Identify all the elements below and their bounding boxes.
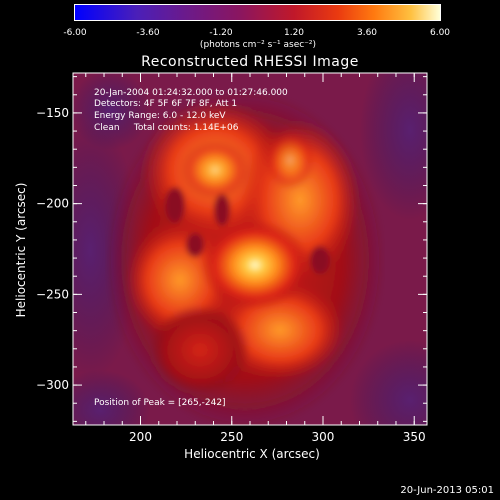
colorbar: [74, 4, 441, 21]
x-tick-label: 200: [129, 430, 152, 444]
x-tick-label: 350: [403, 430, 426, 444]
annotation-time-range: 20-Jan-2004 01:24:32.000 to 01:27:46.000: [94, 88, 288, 98]
timestamp: 20-Jun-2013 05:01: [400, 485, 494, 496]
colorbar-tick-label: -3.60: [136, 28, 160, 38]
y-axis: −150 −200 −250 −300: [36, 76, 427, 422]
heatmap-image: [73, 73, 427, 425]
y-tick-label: −150: [36, 106, 69, 120]
colorbar-tick-label: 3.60: [356, 28, 378, 38]
colorbar-tick-label: 6.00: [429, 28, 451, 38]
colorbar-tick-label: -6.00: [63, 28, 87, 38]
y-axis-label: Heliocentric Y (arcsec): [14, 183, 28, 318]
colorbar-label: (photons cm⁻² s⁻¹ asec⁻²): [199, 40, 317, 50]
annotation-clean-counts: Clean Total counts: 1.14E+06: [94, 123, 239, 133]
plot-frame: [72, 72, 428, 426]
y-tick-label: −250: [36, 287, 69, 301]
x-axis: 200 250 300 350: [85, 73, 426, 444]
colorbar-tick-label: 1.20: [283, 28, 305, 38]
y-tick-label: −200: [36, 197, 69, 211]
y-tick-label: −300: [36, 378, 69, 392]
annotation-detectors: Detectors: 4F 5F 6F 7F 8F, Att 1: [94, 99, 238, 109]
chart-title: Reconstructed RHESSI Image: [141, 54, 359, 70]
x-tick-label: 250: [220, 430, 243, 444]
x-tick-label: 300: [312, 430, 335, 444]
colorbar-tick-label: -1.20: [209, 28, 233, 38]
x-axis-label: Heliocentric X (arcsec): [184, 447, 320, 461]
peak-position-text: Position of Peak = [265,-242]: [94, 398, 226, 408]
annotation-energy-range: Energy Range: 6.0 - 12.0 keV: [94, 111, 226, 121]
